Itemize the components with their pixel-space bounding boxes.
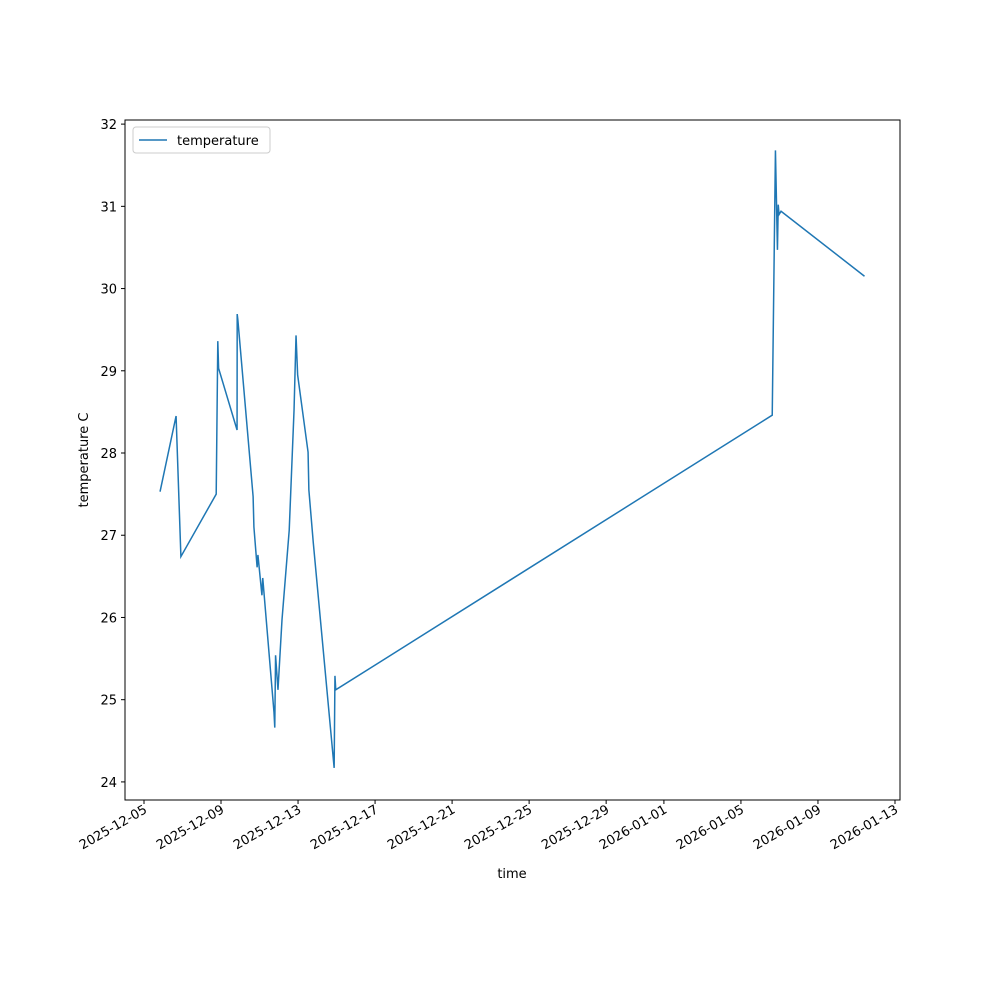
y-tick-label: 31 xyxy=(100,200,117,215)
legend-box xyxy=(132,126,271,154)
x-axis-label: time xyxy=(497,867,526,882)
y-tick-label: 30 xyxy=(100,283,117,298)
plot-frame xyxy=(124,119,901,801)
y-tick-label: 28 xyxy=(100,447,117,462)
y-axis-label: temperature C xyxy=(77,413,92,508)
x-tick-label: 2025-12-09 xyxy=(154,802,227,853)
y-tick-label: 32 xyxy=(100,118,117,133)
x-tick-label: 2025-12-05 xyxy=(77,802,150,853)
x-tick-label: 2025-12-13 xyxy=(231,802,304,853)
y-tick-label: 26 xyxy=(100,611,117,626)
y-tick-label: 29 xyxy=(100,365,117,380)
x-tick-label: 2026-01-05 xyxy=(674,802,747,853)
x-tick-label: 2026-01-13 xyxy=(828,802,901,853)
y-tick-label: 27 xyxy=(100,529,117,544)
legend-label: temperature xyxy=(177,134,259,149)
y-tick-label: 25 xyxy=(100,694,117,709)
x-tick-label: 2025-12-17 xyxy=(308,802,381,853)
x-tick-label: 2025-12-21 xyxy=(385,802,458,853)
y-tick-label: 24 xyxy=(100,776,117,791)
data-line xyxy=(159,150,865,768)
x-tick-label: 2026-01-09 xyxy=(751,802,824,853)
x-tick-label: 2025-12-25 xyxy=(462,802,535,853)
